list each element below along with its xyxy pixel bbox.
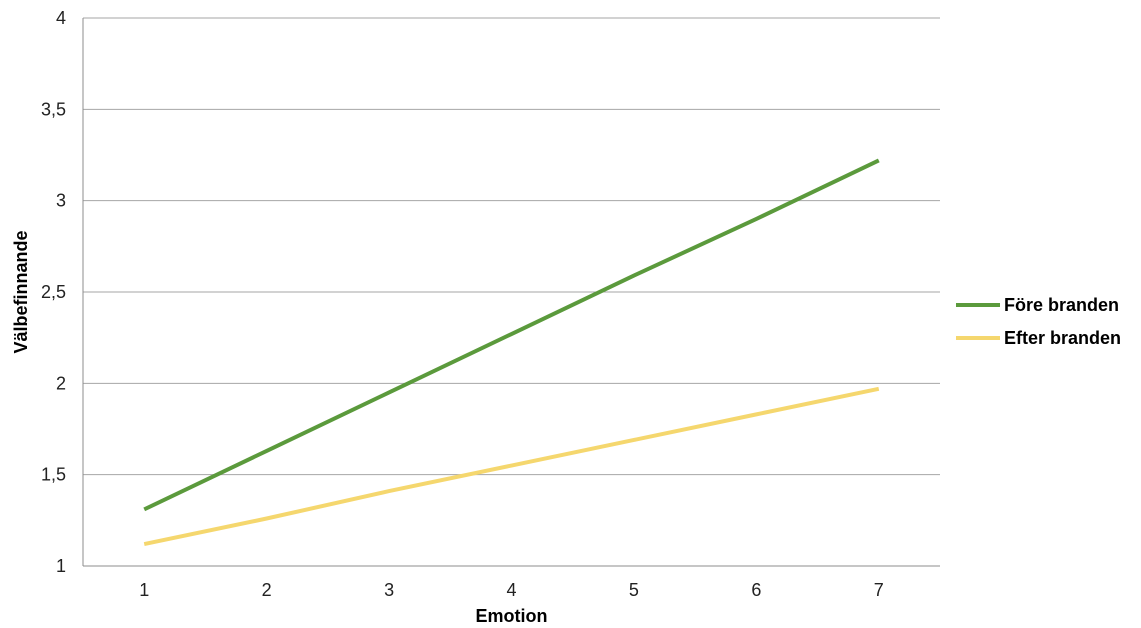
x-tick-label: 5 xyxy=(629,580,639,600)
y-tick-label: 2,5 xyxy=(41,282,66,302)
series-line-2 xyxy=(143,386,880,547)
y-tick-label: 1,5 xyxy=(41,465,66,485)
x-tick-labels: 1 2 3 4 5 6 7 xyxy=(139,580,884,600)
x-tick-label: 1 xyxy=(139,580,149,600)
legend-label-1: Före branden xyxy=(1004,295,1119,315)
legend: Före branden Efter branden xyxy=(956,295,1121,348)
y-tick-label: 3 xyxy=(56,191,66,211)
x-tick-label: 3 xyxy=(384,580,394,600)
legend-label-2: Efter branden xyxy=(1004,328,1121,348)
y-tick-label: 4 xyxy=(56,8,66,28)
y-tick-label: 3,5 xyxy=(41,99,66,119)
x-axis-title: Emotion xyxy=(476,606,548,626)
x-tick-label: 2 xyxy=(262,580,272,600)
x-tick-label: 7 xyxy=(874,580,884,600)
y-tick-labels: 1 1,5 2 2,5 3 3,5 4 xyxy=(41,8,66,576)
y-tick-label: 1 xyxy=(56,556,66,576)
x-tick-label: 4 xyxy=(506,580,516,600)
series-line-1 xyxy=(143,158,880,512)
axes xyxy=(82,18,940,567)
y-axis-title: Välbefinnande xyxy=(11,230,31,353)
data-series xyxy=(143,158,880,547)
x-tick-label: 6 xyxy=(751,580,761,600)
gridlines xyxy=(83,17,940,476)
y-tick-label: 2 xyxy=(56,373,66,393)
